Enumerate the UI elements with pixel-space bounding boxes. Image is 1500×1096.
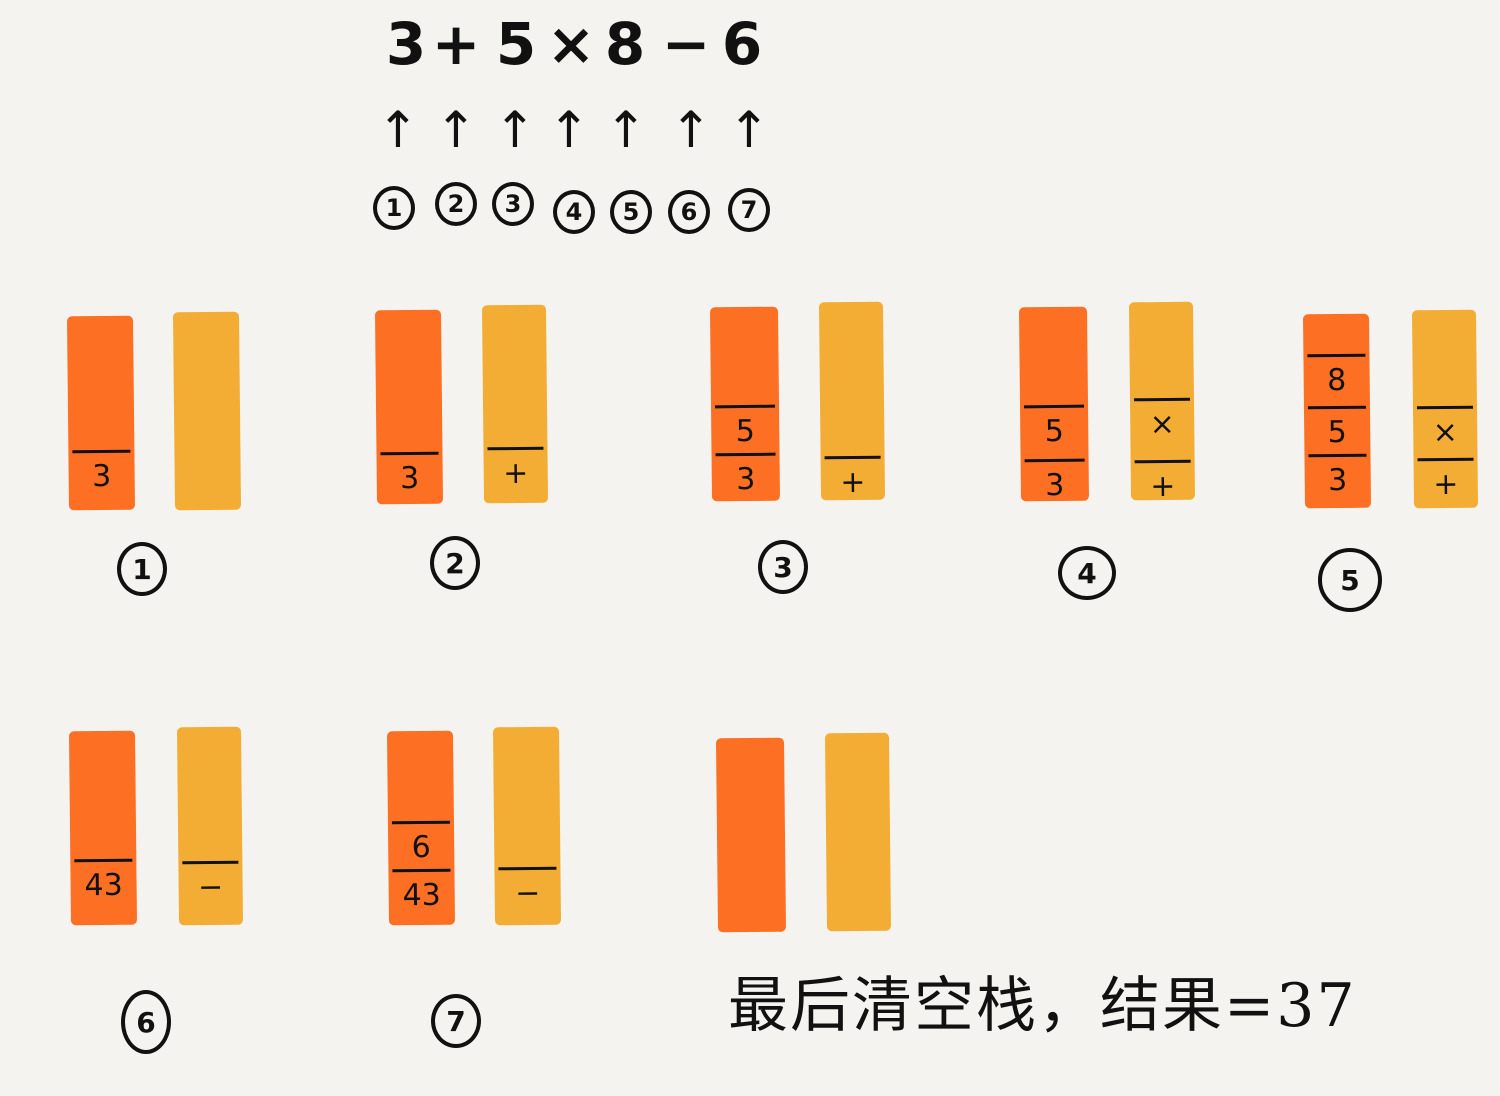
up-arrow-icon: ↑ bbox=[435, 101, 477, 159]
stack-cell: 5 bbox=[1024, 404, 1085, 457]
step-label: 5 bbox=[1318, 548, 1382, 612]
step-index-badge: 6 bbox=[668, 190, 710, 234]
step-index-badge: 3 bbox=[492, 182, 534, 226]
step-label: 7 bbox=[431, 994, 481, 1048]
operator-stack: − bbox=[176, 726, 244, 926]
number-stack: 3 5 bbox=[1018, 306, 1090, 511]
stack-cell: 3 bbox=[1308, 453, 1367, 506]
stack-cell: + bbox=[487, 446, 544, 499]
expr-token-4: × bbox=[546, 10, 596, 78]
stack-cell: 3 bbox=[1024, 458, 1086, 511]
number-stack bbox=[715, 737, 787, 933]
stack-cell: + bbox=[1417, 457, 1475, 510]
number-stack: 43 6 bbox=[386, 730, 456, 926]
up-arrow-icon: ↑ bbox=[377, 101, 419, 159]
expr-token-7: 6 bbox=[721, 10, 763, 78]
number-stack: 3 bbox=[374, 309, 444, 505]
step-index-badge: 1 bbox=[373, 186, 415, 230]
stack-cell: − bbox=[182, 860, 239, 913]
expr-token-3: 5 bbox=[495, 10, 537, 78]
operator-stack: − bbox=[492, 726, 562, 926]
expr-token-1: 3 bbox=[385, 10, 427, 78]
stack-cell: × bbox=[1133, 397, 1191, 450]
number-stack: 43 bbox=[68, 730, 138, 926]
step-label: 1 bbox=[117, 542, 167, 596]
up-arrow-icon: ↑ bbox=[728, 101, 770, 159]
expr-token-5: 8 bbox=[604, 10, 646, 78]
up-arrow-icon: ↑ bbox=[494, 101, 536, 159]
up-arrow-icon: ↑ bbox=[670, 101, 712, 159]
number-stack: 3 bbox=[66, 315, 136, 511]
final-result-note: 最后清空栈，结果=37 bbox=[728, 971, 1357, 1041]
step-label: 4 bbox=[1058, 546, 1116, 600]
up-arrow-icon: ↑ bbox=[548, 101, 590, 159]
operator-stack: + bbox=[481, 304, 549, 504]
stack-cell: × bbox=[1416, 405, 1474, 458]
step-label: 2 bbox=[430, 536, 480, 590]
stack-cell: + bbox=[1134, 459, 1192, 512]
stack-cell: 8 bbox=[1307, 353, 1366, 406]
stack-cell: 5 bbox=[715, 404, 776, 457]
stack-cell: 43 bbox=[392, 868, 451, 921]
step-label: 6 bbox=[121, 990, 171, 1054]
step-index-badge: 7 bbox=[728, 188, 770, 232]
stack-cell: + bbox=[824, 455, 882, 508]
stack-cell: 3 bbox=[715, 452, 777, 505]
stack-cell: 3 bbox=[380, 451, 440, 504]
step-index-badge: 4 bbox=[553, 190, 595, 234]
operator-stack: + × bbox=[1128, 301, 1196, 512]
expr-token-2: + bbox=[431, 10, 481, 78]
stack-cell: − bbox=[498, 866, 557, 919]
step-label: 3 bbox=[758, 540, 808, 594]
operator-stack: + × bbox=[1411, 309, 1479, 510]
operator-stack: + bbox=[818, 301, 886, 508]
stack-cell: 5 bbox=[1307, 405, 1367, 458]
number-stack: 3 5 8 bbox=[1302, 313, 1372, 509]
step-index-badge: 2 bbox=[435, 182, 477, 226]
stack-cell: 43 bbox=[74, 858, 133, 911]
stack-cell: 6 bbox=[391, 820, 451, 873]
number-stack: 3 5 bbox=[709, 306, 781, 505]
up-arrow-icon: ↑ bbox=[605, 101, 647, 159]
step-index-badge: 5 bbox=[610, 190, 652, 234]
expr-token-6: − bbox=[661, 10, 711, 78]
operator-stack bbox=[172, 311, 242, 511]
stack-cell: 3 bbox=[72, 449, 131, 502]
operator-stack bbox=[824, 732, 892, 932]
